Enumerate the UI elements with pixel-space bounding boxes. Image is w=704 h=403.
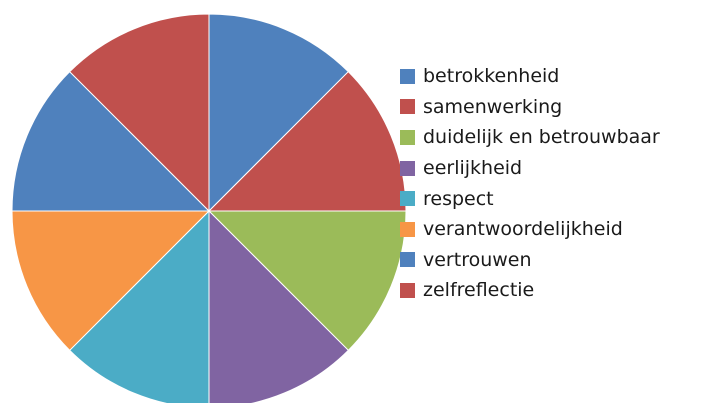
- legend-label: samenwerking: [423, 95, 563, 118]
- legend-item: betrokkenheid: [400, 61, 660, 92]
- legend-swatch: [400, 99, 415, 115]
- chart-legend: betrokkenheid samenwerking duidelijk en be…: [400, 61, 660, 306]
- legend-swatch: [400, 252, 415, 268]
- legend-swatch: [400, 221, 415, 237]
- pie-slice-6: [11, 210, 211, 352]
- legend-item: zelfreflectie: [400, 275, 660, 306]
- legend-label: respect: [423, 187, 494, 210]
- pie-slice-4: [208, 209, 350, 403]
- legend-item: vertrouwen: [400, 245, 660, 276]
- legend-item: respect: [400, 183, 660, 214]
- pie-slice-8: [68, 13, 210, 213]
- pie-slice-1: [208, 13, 350, 213]
- legend-swatch: [400, 191, 415, 207]
- legend-label: betrokkenheid: [423, 65, 560, 88]
- pie-slice-5: [68, 209, 210, 403]
- legend-swatch: [400, 68, 415, 84]
- legend-item: samenwerking: [400, 92, 660, 123]
- legend-label: zelfreflectie: [423, 279, 535, 302]
- legend-swatch: [400, 160, 415, 176]
- legend-swatch: [400, 129, 415, 145]
- legend-swatch: [400, 282, 415, 298]
- pie-slice-7: [11, 70, 211, 212]
- legend-label: vertrouwen: [423, 248, 532, 271]
- legend-item: verantwoordelijkheid: [400, 214, 660, 245]
- legend-label: duidelijk en betrouwbaar: [423, 126, 660, 149]
- legend-item: duidelijk en betrouwbaar: [400, 122, 660, 153]
- legend-item: eerlijkheid: [400, 153, 660, 184]
- legend-label: verantwoordelijkheid: [423, 218, 623, 241]
- legend-label: eerlijkheid: [423, 157, 523, 180]
- pie-chart: [11, 13, 407, 403]
